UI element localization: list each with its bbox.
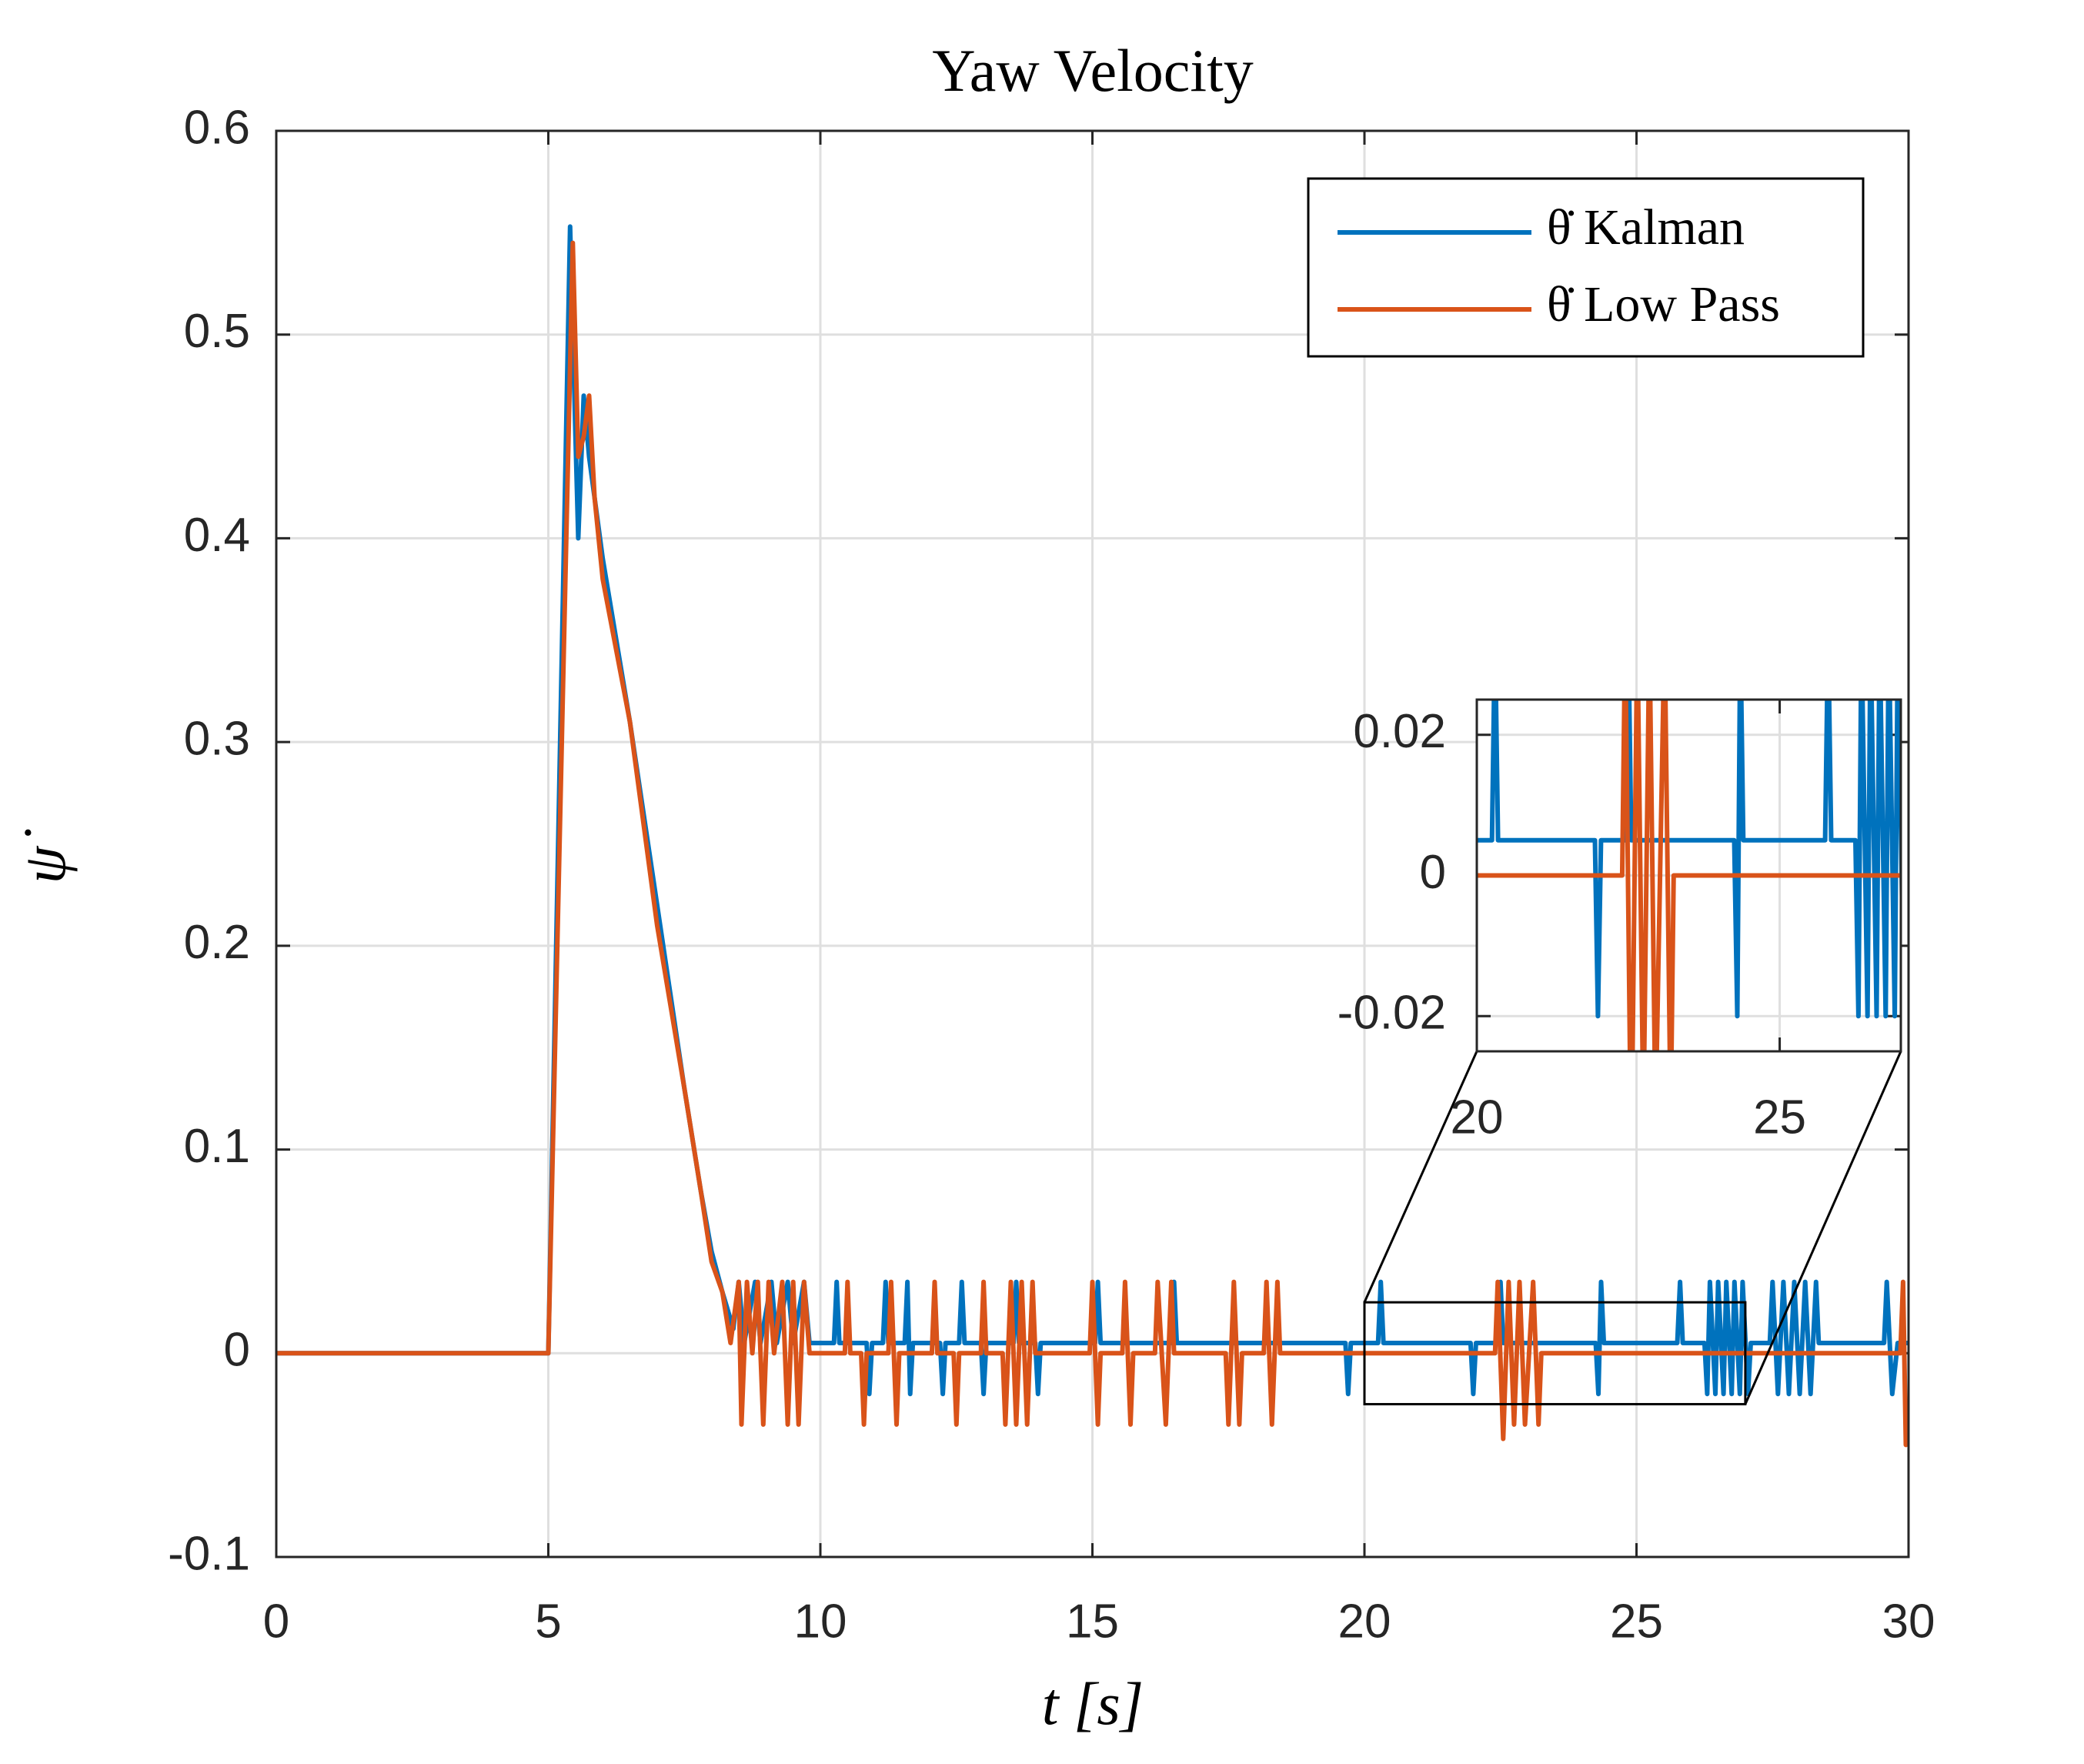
x-axis-label: t [s] xyxy=(1042,1670,1144,1737)
x-tick-label: 30 xyxy=(1882,1595,1935,1648)
x-tick-label: 25 xyxy=(1753,1091,1806,1144)
y-tick-label: 0.5 xyxy=(184,305,250,358)
y-tick-label: 0 xyxy=(224,1324,250,1377)
plot-layer: 0 5 10 15 20 25 30-0.100.10.20.30.40.50.620 25-… xyxy=(168,101,1935,1648)
x-tick-label: 5 xyxy=(535,1595,561,1648)
x-tick-label: 20 xyxy=(1451,1091,1504,1144)
y-tick-label: -0.02 xyxy=(1338,987,1446,1040)
y-tick-label: 0.3 xyxy=(184,713,250,766)
zoom-box xyxy=(1363,1301,1747,1405)
y-tick-label: 0.2 xyxy=(184,916,250,969)
y-tick-label: 0.1 xyxy=(184,1120,250,1173)
zoom-connector xyxy=(1744,1051,1902,1405)
chart-title: Yaw Velocity xyxy=(932,37,1254,104)
y-tick-label: 0 xyxy=(1420,846,1446,899)
x-tick-label: 25 xyxy=(1610,1595,1663,1648)
inset-frame xyxy=(1475,698,1902,1053)
zoom-connector xyxy=(1363,1051,1478,1303)
legend-box xyxy=(1307,177,1865,358)
x-tick-label: 20 xyxy=(1338,1595,1391,1648)
legend-label: θ̇ Kalman xyxy=(1547,199,1745,256)
series-line xyxy=(276,240,1909,1448)
x-tick-label: 15 xyxy=(1066,1595,1119,1648)
y-tick-label: -0.1 xyxy=(168,1527,250,1580)
y-tick-label: 0.02 xyxy=(1353,705,1446,758)
x-tick-label: 0 xyxy=(263,1595,289,1648)
y-tick-label: 0.4 xyxy=(184,509,250,562)
legend-label: θ̇ Low Pass xyxy=(1547,276,1780,332)
y-tick-label: 0.6 xyxy=(184,101,250,154)
axes-frame xyxy=(275,129,1910,1559)
x-tick-label: 10 xyxy=(794,1595,847,1648)
